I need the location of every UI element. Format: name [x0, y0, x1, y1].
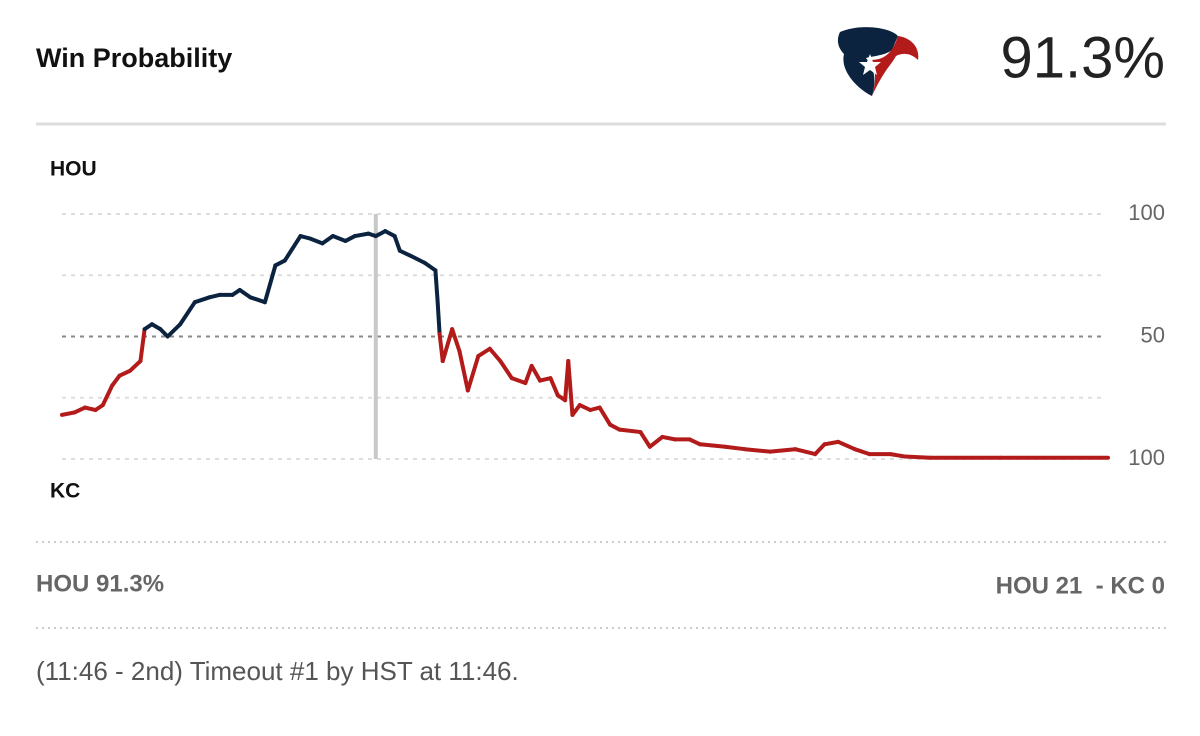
probability-line: [793, 447, 818, 457]
probability-line: [698, 442, 728, 449]
probability-line: [435, 297, 442, 337]
plot: 100 50 100: [60, 200, 1165, 470]
probability-line: [743, 447, 773, 454]
probability-line: [465, 354, 481, 393]
probability-line: [127, 359, 143, 373]
probability-line: [570, 403, 582, 417]
y-tick-label: 100: [1128, 445, 1165, 470]
probability-line: [60, 410, 77, 417]
probability-line: [165, 322, 183, 339]
title: Win Probability: [36, 43, 232, 73]
probability-line: [647, 434, 665, 449]
probability-line: [408, 253, 427, 265]
probability-line: [138, 327, 147, 363]
bottom-team-label: KC: [50, 480, 80, 503]
probability-line: [638, 430, 652, 449]
probability-line: [320, 234, 335, 246]
probability-line: [307, 236, 325, 246]
probability-line: [476, 346, 492, 359]
probability-line: [330, 234, 348, 243]
probability-line: [282, 234, 303, 263]
probability-line: [723, 444, 748, 452]
score: HOU 21 - KC 0: [996, 572, 1165, 599]
probability-line: [617, 427, 643, 435]
probability-line: [237, 287, 253, 300]
probability-line: [440, 327, 455, 363]
probability-line: [192, 295, 212, 305]
play-description: (11:46 - 2nd) Timeout #1 by HST at 11:46…: [36, 656, 519, 686]
probability-line: [660, 434, 677, 442]
probability-line: [110, 373, 122, 388]
footer-probability: HOU 91.3%: [36, 570, 164, 597]
probability-line: [852, 447, 872, 457]
probability-line: [487, 346, 503, 363]
top-team-label: HOU: [50, 158, 97, 181]
probability-line: [903, 454, 933, 460]
probability-line: [836, 439, 857, 452]
win-probability: 91.3%: [1001, 25, 1165, 90]
probability-line: [523, 363, 534, 386]
probability-line: [813, 442, 827, 457]
probability-line: [888, 452, 908, 459]
probability-line: [597, 405, 613, 427]
probability-line: [422, 261, 438, 273]
probability-line: [509, 376, 528, 386]
probability-line: [822, 439, 841, 447]
probability-line: [352, 231, 371, 239]
probability-line: [248, 295, 267, 305]
probability-line: [100, 383, 115, 408]
probability-line: [433, 268, 440, 302]
probability-line: [768, 447, 798, 454]
probability-line: [392, 234, 402, 253]
probability-line: [457, 349, 470, 393]
probability-line: [548, 376, 560, 398]
probability-line: [498, 359, 514, 381]
probability-line: [178, 300, 197, 327]
y-tick-label: 50: [1141, 322, 1165, 347]
probability-line: [450, 327, 462, 354]
probability-line: [566, 359, 575, 417]
probability-line: [529, 363, 543, 383]
y-tick-label: 100: [1128, 200, 1165, 225]
team-logo: [837, 27, 919, 96]
probability-line: [262, 263, 278, 305]
